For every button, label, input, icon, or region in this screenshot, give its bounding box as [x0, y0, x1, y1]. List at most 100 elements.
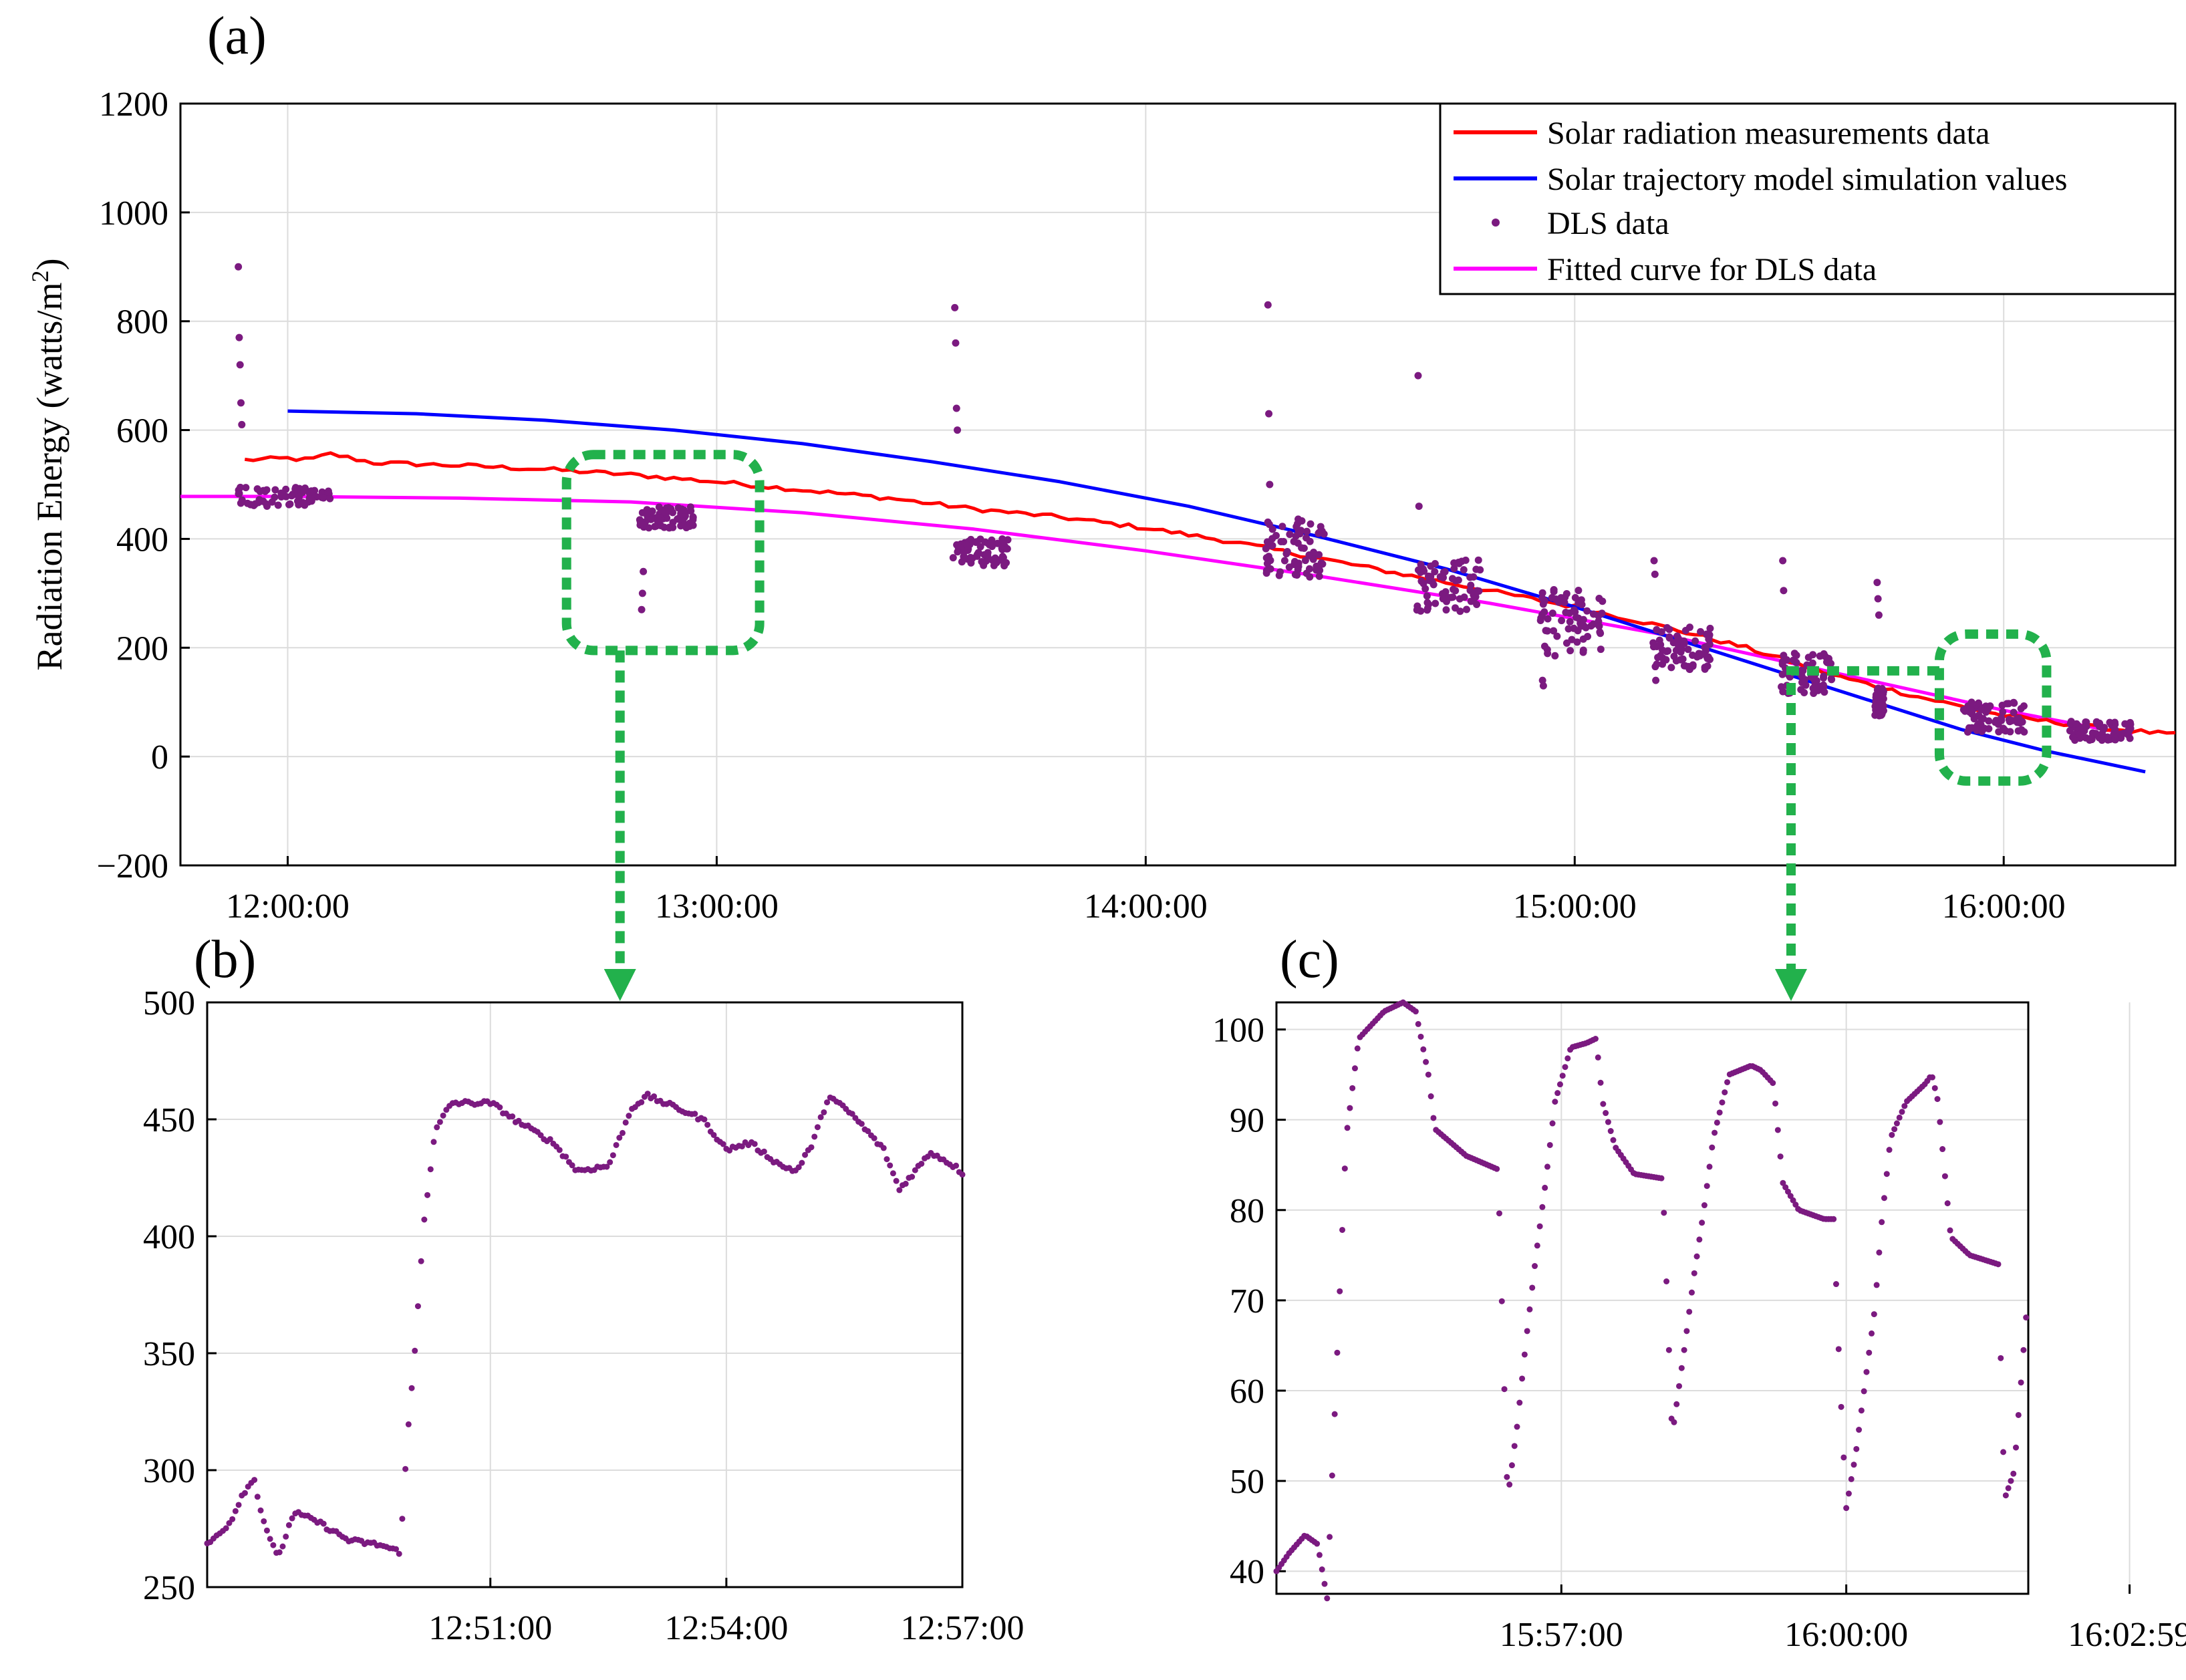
dls-data-point [1265, 410, 1273, 418]
dls-data-point [1548, 609, 1556, 617]
dls-data-point [1414, 566, 1422, 574]
dls-data-point [1420, 1046, 1427, 1053]
dls-data-point [887, 1162, 894, 1169]
dls-data-point [1830, 1216, 1837, 1222]
dls-data-point [1691, 1270, 1697, 1276]
dls-data-point [2005, 1485, 2012, 1492]
dls-data-point [1665, 634, 1673, 642]
dls-data-point [799, 1159, 805, 1166]
panel-a-ytick-label: 400 [116, 521, 168, 559]
dls-data-point [1995, 1261, 2002, 1268]
dls-data-point [1552, 1099, 1558, 1105]
dls-data-point [644, 1091, 651, 1097]
dls-data-point [1542, 1184, 1548, 1191]
dls-data-point [1262, 545, 1270, 553]
dls-data-point [569, 1162, 575, 1169]
dls-data-point [1286, 531, 1294, 539]
dls-data-point [1425, 1071, 1431, 1078]
panel-a-label: (a) [207, 7, 267, 65]
dls-data-point [1797, 686, 1805, 694]
dls-data-point [285, 1522, 292, 1528]
dls-data-point [2018, 1379, 2024, 1386]
dls-data-point [2000, 725, 2008, 733]
dls-data-point [802, 1151, 809, 1158]
dls-data-point [268, 498, 276, 506]
dls-data-point [223, 1525, 229, 1532]
dls-data-point [1977, 706, 1986, 714]
dls-data-point [1473, 600, 1481, 608]
dls-data-point [1597, 1079, 1604, 1086]
dls-data-point [1651, 570, 1659, 578]
dls-data-point [1296, 530, 1304, 538]
dls-data-point [1876, 1249, 1883, 1256]
dls-data-point [1529, 1284, 1536, 1291]
dls-data-point [1649, 639, 1657, 647]
dls-data-point [1967, 698, 1975, 706]
dls-data-point [235, 333, 243, 341]
dls-data-point [960, 548, 968, 556]
dls-data-point [1290, 561, 1299, 569]
dls-data-point [1415, 503, 1423, 511]
dls-data-point [636, 516, 644, 524]
dls-data-point [954, 548, 962, 556]
dls-data-point [647, 515, 655, 523]
dls-data-point [1349, 1085, 1356, 1091]
dls-data-point [563, 1153, 569, 1160]
dls-data-point [1334, 1349, 1341, 1356]
dls-data-point [1671, 1419, 1677, 1425]
dls-data-point [1944, 1200, 1951, 1207]
dls-data-point [1896, 1114, 1903, 1121]
dls-data-point [2018, 726, 2026, 734]
dls-data-point [295, 501, 303, 509]
dls-data-point [1577, 596, 1585, 604]
dls-data-point [1891, 1126, 1898, 1133]
dls-data-point [1605, 1119, 1611, 1125]
dls-data-point [1777, 1153, 1784, 1160]
dls-data-point [953, 1162, 960, 1169]
dls-data-point [2005, 700, 2013, 708]
dls-data-point [1832, 1281, 1839, 1288]
dls-data-point [912, 1167, 918, 1173]
dls-data-point [1779, 557, 1787, 565]
dls-data-point [263, 486, 271, 494]
dls-data-point [954, 426, 962, 434]
dls-data-point [620, 1129, 626, 1136]
dls-data-point [1532, 1263, 1538, 1270]
dls-data-point [1819, 681, 1827, 689]
dls-data-point [1550, 627, 1558, 635]
dls-data-point [1504, 1474, 1510, 1480]
dls-data-point [1889, 1131, 1895, 1138]
dls-data-point [286, 500, 294, 508]
dls-data-point [436, 1119, 443, 1125]
dls-data-point [1724, 1079, 1731, 1085]
dls-data-point [1575, 587, 1583, 595]
dls-data-point [1519, 1375, 1526, 1382]
dls-data-point [1780, 587, 1788, 595]
dls-data-point [430, 1139, 437, 1145]
dls-data-point [1292, 523, 1301, 531]
dls-data-point [1544, 615, 1552, 623]
dls-data-point [1554, 598, 1562, 606]
dls-data-point [720, 1141, 726, 1147]
dls-data-point [1542, 627, 1550, 635]
dls-data-point [251, 1477, 258, 1484]
dls-data-point [2096, 719, 2104, 727]
dls-data-point [1856, 1427, 1863, 1433]
dls-data-point [229, 1516, 236, 1522]
dls-data-point [1985, 717, 1993, 725]
dls-data-point [1858, 1407, 1865, 1414]
panel-c-ytick-label: 60 [1230, 1373, 1264, 1411]
dls-data-point [1811, 686, 1819, 694]
dls-data-point [1412, 1008, 1419, 1015]
dls-data-point [1696, 652, 1704, 660]
dls-data-point [2010, 708, 2018, 716]
dls-data-point [1566, 647, 1575, 655]
dls-data-point [1534, 1242, 1540, 1249]
dls-data-point [656, 517, 664, 525]
dls-data-point [1782, 1184, 1789, 1191]
dls-data-point [1538, 589, 1546, 597]
dls-data-point [1413, 606, 1421, 614]
dls-data-point [547, 1136, 553, 1143]
dls-data-point [326, 495, 334, 503]
panel-c-plot-frame [1275, 1001, 2030, 1595]
